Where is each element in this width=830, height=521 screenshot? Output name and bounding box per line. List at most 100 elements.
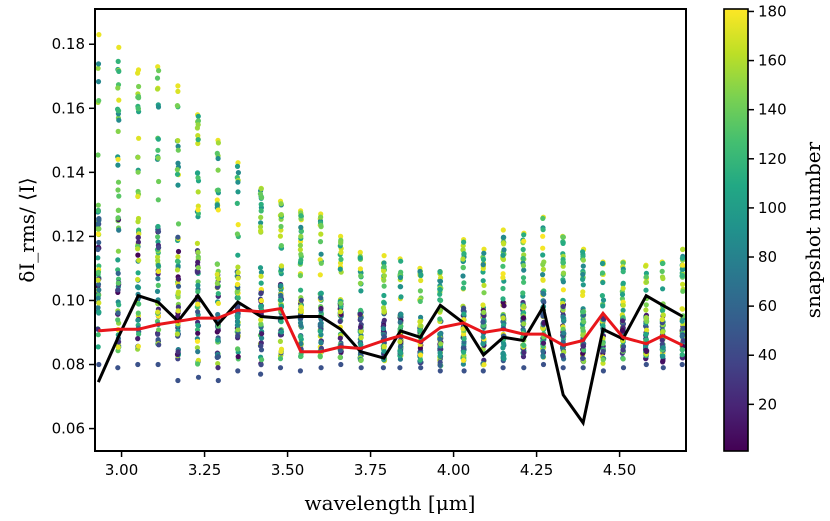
- scatter-point: [580, 257, 587, 263]
- scatter-point: [215, 276, 221, 282]
- scatter-point: [215, 365, 221, 371]
- scatter-point: [660, 286, 666, 292]
- scatter-point: [116, 193, 122, 199]
- scatter-point: [461, 280, 467, 286]
- scatter-point: [381, 253, 387, 259]
- scatter-point: [235, 368, 241, 374]
- scatter-point: [643, 331, 649, 337]
- scatter-point: [680, 281, 686, 287]
- scatter-point: [437, 291, 443, 297]
- scatter-point: [540, 340, 547, 346]
- scatter-point: [500, 227, 506, 233]
- scatter-point: [358, 324, 364, 330]
- scatter-point: [95, 61, 102, 67]
- scatter-point: [660, 312, 666, 318]
- scatter-point: [95, 231, 101, 237]
- scatter-point: [418, 314, 424, 320]
- scatter-point: [116, 227, 122, 233]
- scatter-point: [644, 318, 650, 324]
- scatter-point: [337, 335, 343, 341]
- scatter-point: [195, 309, 201, 315]
- scatter-point: [461, 251, 467, 257]
- x-tick-label: 3.00: [105, 461, 138, 479]
- scatter-point: [358, 342, 364, 348]
- scatter-point: [258, 280, 264, 286]
- scatter-point: [381, 292, 387, 299]
- scatter-point: [195, 118, 201, 124]
- scatter-point: [155, 331, 161, 337]
- scatter-point: [258, 273, 264, 279]
- x-tick-label: 3.75: [354, 461, 387, 479]
- scatter-point: [154, 288, 161, 294]
- scatter-point: [659, 268, 665, 274]
- scatter-point: [175, 248, 182, 255]
- scatter-point: [135, 336, 141, 342]
- scatter-point: [501, 247, 507, 253]
- colorbar-ticks: 20 40 60 80 100 120 140 160 180: [748, 2, 787, 413]
- scatter-point: [438, 341, 444, 347]
- scatter-point: [620, 365, 627, 371]
- scatter-point: [540, 354, 546, 360]
- scatter-point: [95, 344, 101, 350]
- colorbar-tick-label: 100: [758, 199, 787, 217]
- scatter-point: [337, 347, 344, 354]
- scatter-point: [259, 331, 265, 337]
- scatter-point: [154, 86, 161, 92]
- scatter-point: [560, 352, 566, 359]
- scatter-point: [540, 272, 546, 278]
- scatter-point: [461, 239, 467, 245]
- scatter-point: [461, 311, 467, 317]
- scatter-point: [398, 284, 404, 290]
- scatter-point: [258, 186, 264, 192]
- scatter-point: [398, 311, 404, 317]
- scatter-point: [175, 182, 181, 188]
- scatter-point: [277, 233, 283, 239]
- scatter-point: [95, 79, 102, 85]
- scatter-point: [214, 197, 220, 203]
- scatter-point: [643, 287, 649, 293]
- scatter-point: [195, 265, 201, 271]
- scatter-point: [235, 264, 241, 270]
- scatter-point: [480, 341, 486, 347]
- scatter-point: [259, 357, 265, 363]
- scatter-point: [461, 331, 467, 338]
- scatter-point: [116, 207, 122, 213]
- scatter-point: [135, 343, 141, 349]
- scatter-point: [520, 290, 526, 296]
- scatter-point: [357, 249, 363, 255]
- scatter-point: [480, 368, 486, 374]
- scatter-point: [540, 245, 546, 251]
- scatter-point: [461, 336, 467, 342]
- scatter-point: [660, 275, 666, 282]
- scatter-point: [277, 338, 283, 344]
- scatter-point: [660, 353, 666, 359]
- scatter-point: [298, 213, 304, 219]
- scatter-point: [643, 361, 649, 368]
- scatter-point: [195, 361, 201, 367]
- scatter-point: [418, 365, 424, 371]
- scatter-point: [521, 303, 527, 309]
- scatter-point: [460, 285, 466, 291]
- scatter-point: [258, 321, 264, 327]
- scatter-point: [195, 203, 201, 209]
- scatter-point: [135, 235, 141, 241]
- scatter-point: [338, 240, 344, 246]
- scatter-point: [298, 233, 304, 239]
- scatter-point: [437, 353, 443, 359]
- scatter-point: [175, 88, 181, 94]
- scatter-point: [541, 299, 547, 305]
- series-lines: [96, 293, 684, 427]
- scatter-point: [318, 295, 324, 301]
- scatter-point: [540, 290, 546, 296]
- colorbar-tick-label: 180: [758, 2, 787, 20]
- scatter-point: [136, 83, 142, 90]
- x-tick-label: 4.25: [520, 461, 553, 479]
- scatter-point: [297, 273, 303, 279]
- scatter-point: [258, 228, 264, 234]
- scatter-point: [643, 315, 649, 321]
- scatter-point: [318, 231, 324, 237]
- scatter-point: [660, 345, 666, 351]
- scatter-point: [397, 319, 403, 325]
- scatter-point: [175, 83, 181, 89]
- scatter-point: [95, 152, 101, 158]
